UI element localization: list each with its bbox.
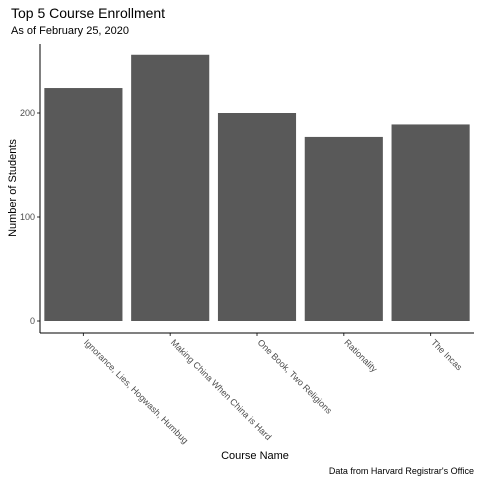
bar-3 xyxy=(217,113,297,321)
y-axis-ticks: 0 100 200 xyxy=(20,108,40,326)
x-tick-label: The Incas xyxy=(429,337,464,372)
bars-group xyxy=(44,54,470,321)
bar-1 xyxy=(44,88,123,321)
y-tick-label: 200 xyxy=(20,108,35,118)
y-tick-label: 0 xyxy=(30,316,35,326)
chart-subtitle: As of February 25, 2020 xyxy=(11,25,129,37)
x-tick-label: One Book, Two Religions xyxy=(256,337,335,416)
x-tick-label: Ignorance, Lies, Hogwash, Humbug xyxy=(82,337,190,445)
y-tick-label: 100 xyxy=(20,212,35,222)
bar-4 xyxy=(304,136,383,321)
bar-2 xyxy=(131,54,210,321)
x-tick-label: Making China When China is Hard xyxy=(169,337,274,442)
chart-title: Top 5 Course Enrollment xyxy=(11,5,165,21)
x-axis-title: Course Name xyxy=(221,450,289,462)
x-tick-label: Rationality xyxy=(342,337,379,374)
bar-5 xyxy=(391,124,470,321)
y-axis-title: Number of Students xyxy=(7,139,19,237)
chart-caption: Data from Harvard Registrar's Office xyxy=(329,466,474,476)
